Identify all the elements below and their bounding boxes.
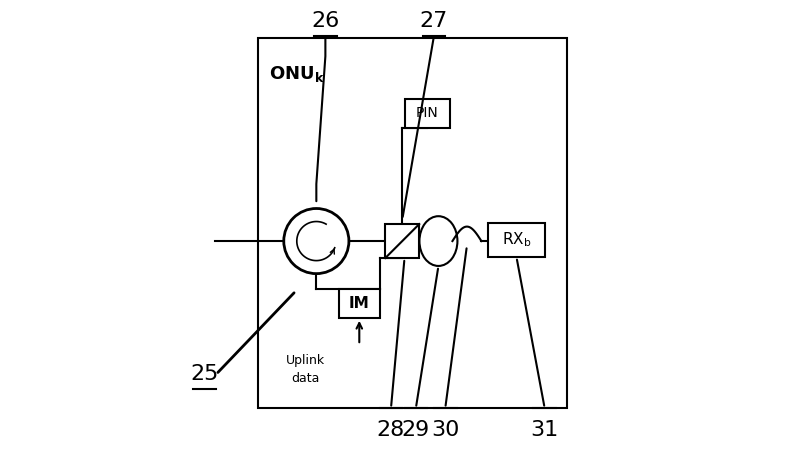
Text: $\mathbf{ONU_k}$: $\mathbf{ONU_k}$ <box>269 64 325 84</box>
Circle shape <box>284 208 349 273</box>
Text: 25: 25 <box>190 364 219 384</box>
Text: 27: 27 <box>420 11 448 31</box>
Text: 30: 30 <box>431 420 459 440</box>
Text: 29: 29 <box>402 420 430 440</box>
Text: Uplink: Uplink <box>286 354 325 367</box>
Bar <box>258 38 567 409</box>
Bar <box>339 288 380 318</box>
Text: 31: 31 <box>530 420 559 440</box>
Text: IM: IM <box>349 296 370 311</box>
Bar <box>405 99 450 128</box>
Bar <box>386 224 419 258</box>
Bar <box>488 223 545 257</box>
Text: 28: 28 <box>377 420 405 440</box>
Text: PIN: PIN <box>416 106 438 120</box>
Text: data: data <box>291 373 319 385</box>
Text: $\mathrm{RX_b}$: $\mathrm{RX_b}$ <box>502 231 531 249</box>
Ellipse shape <box>419 216 458 266</box>
Text: 26: 26 <box>311 11 339 31</box>
